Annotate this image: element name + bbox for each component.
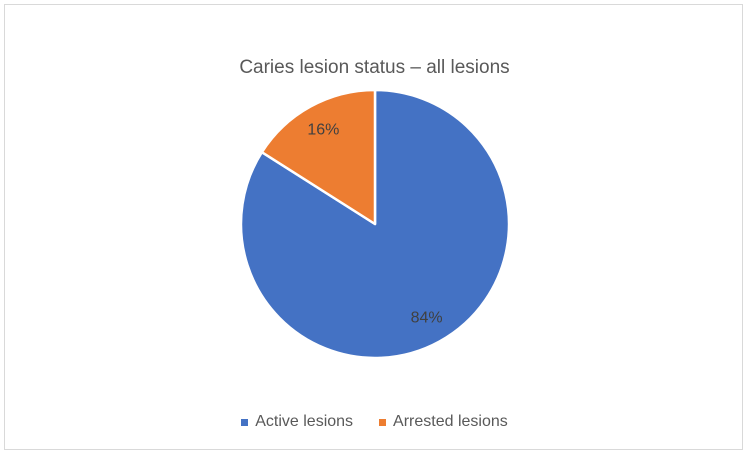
legend-label-arrested: Arrested lesions (393, 413, 508, 430)
chart-area: Caries lesion status – all lesions 84% 16… (4, 4, 743, 450)
pie-slices (239, 88, 511, 360)
chart-legend: Active lesions Arrested lesions (5, 413, 744, 431)
pie-data-labels: 84% 16% (307, 122, 442, 327)
pie-slice-arrested-lesions (260, 88, 377, 226)
legend-swatch-arrested (379, 418, 387, 426)
legend-item-arrested: Arrested lesions (379, 413, 508, 431)
pie-chart: 84% 16% (239, 88, 511, 360)
data-label-arrested-lesions: 16% (307, 122, 339, 139)
legend-swatch-active (241, 418, 249, 426)
data-label-active-lesions: 84% (411, 309, 443, 326)
chart-title: Caries lesion status – all lesions (239, 57, 510, 78)
legend-label-active: Active lesions (255, 413, 354, 430)
legend-item-active: Active lesions (241, 413, 353, 431)
